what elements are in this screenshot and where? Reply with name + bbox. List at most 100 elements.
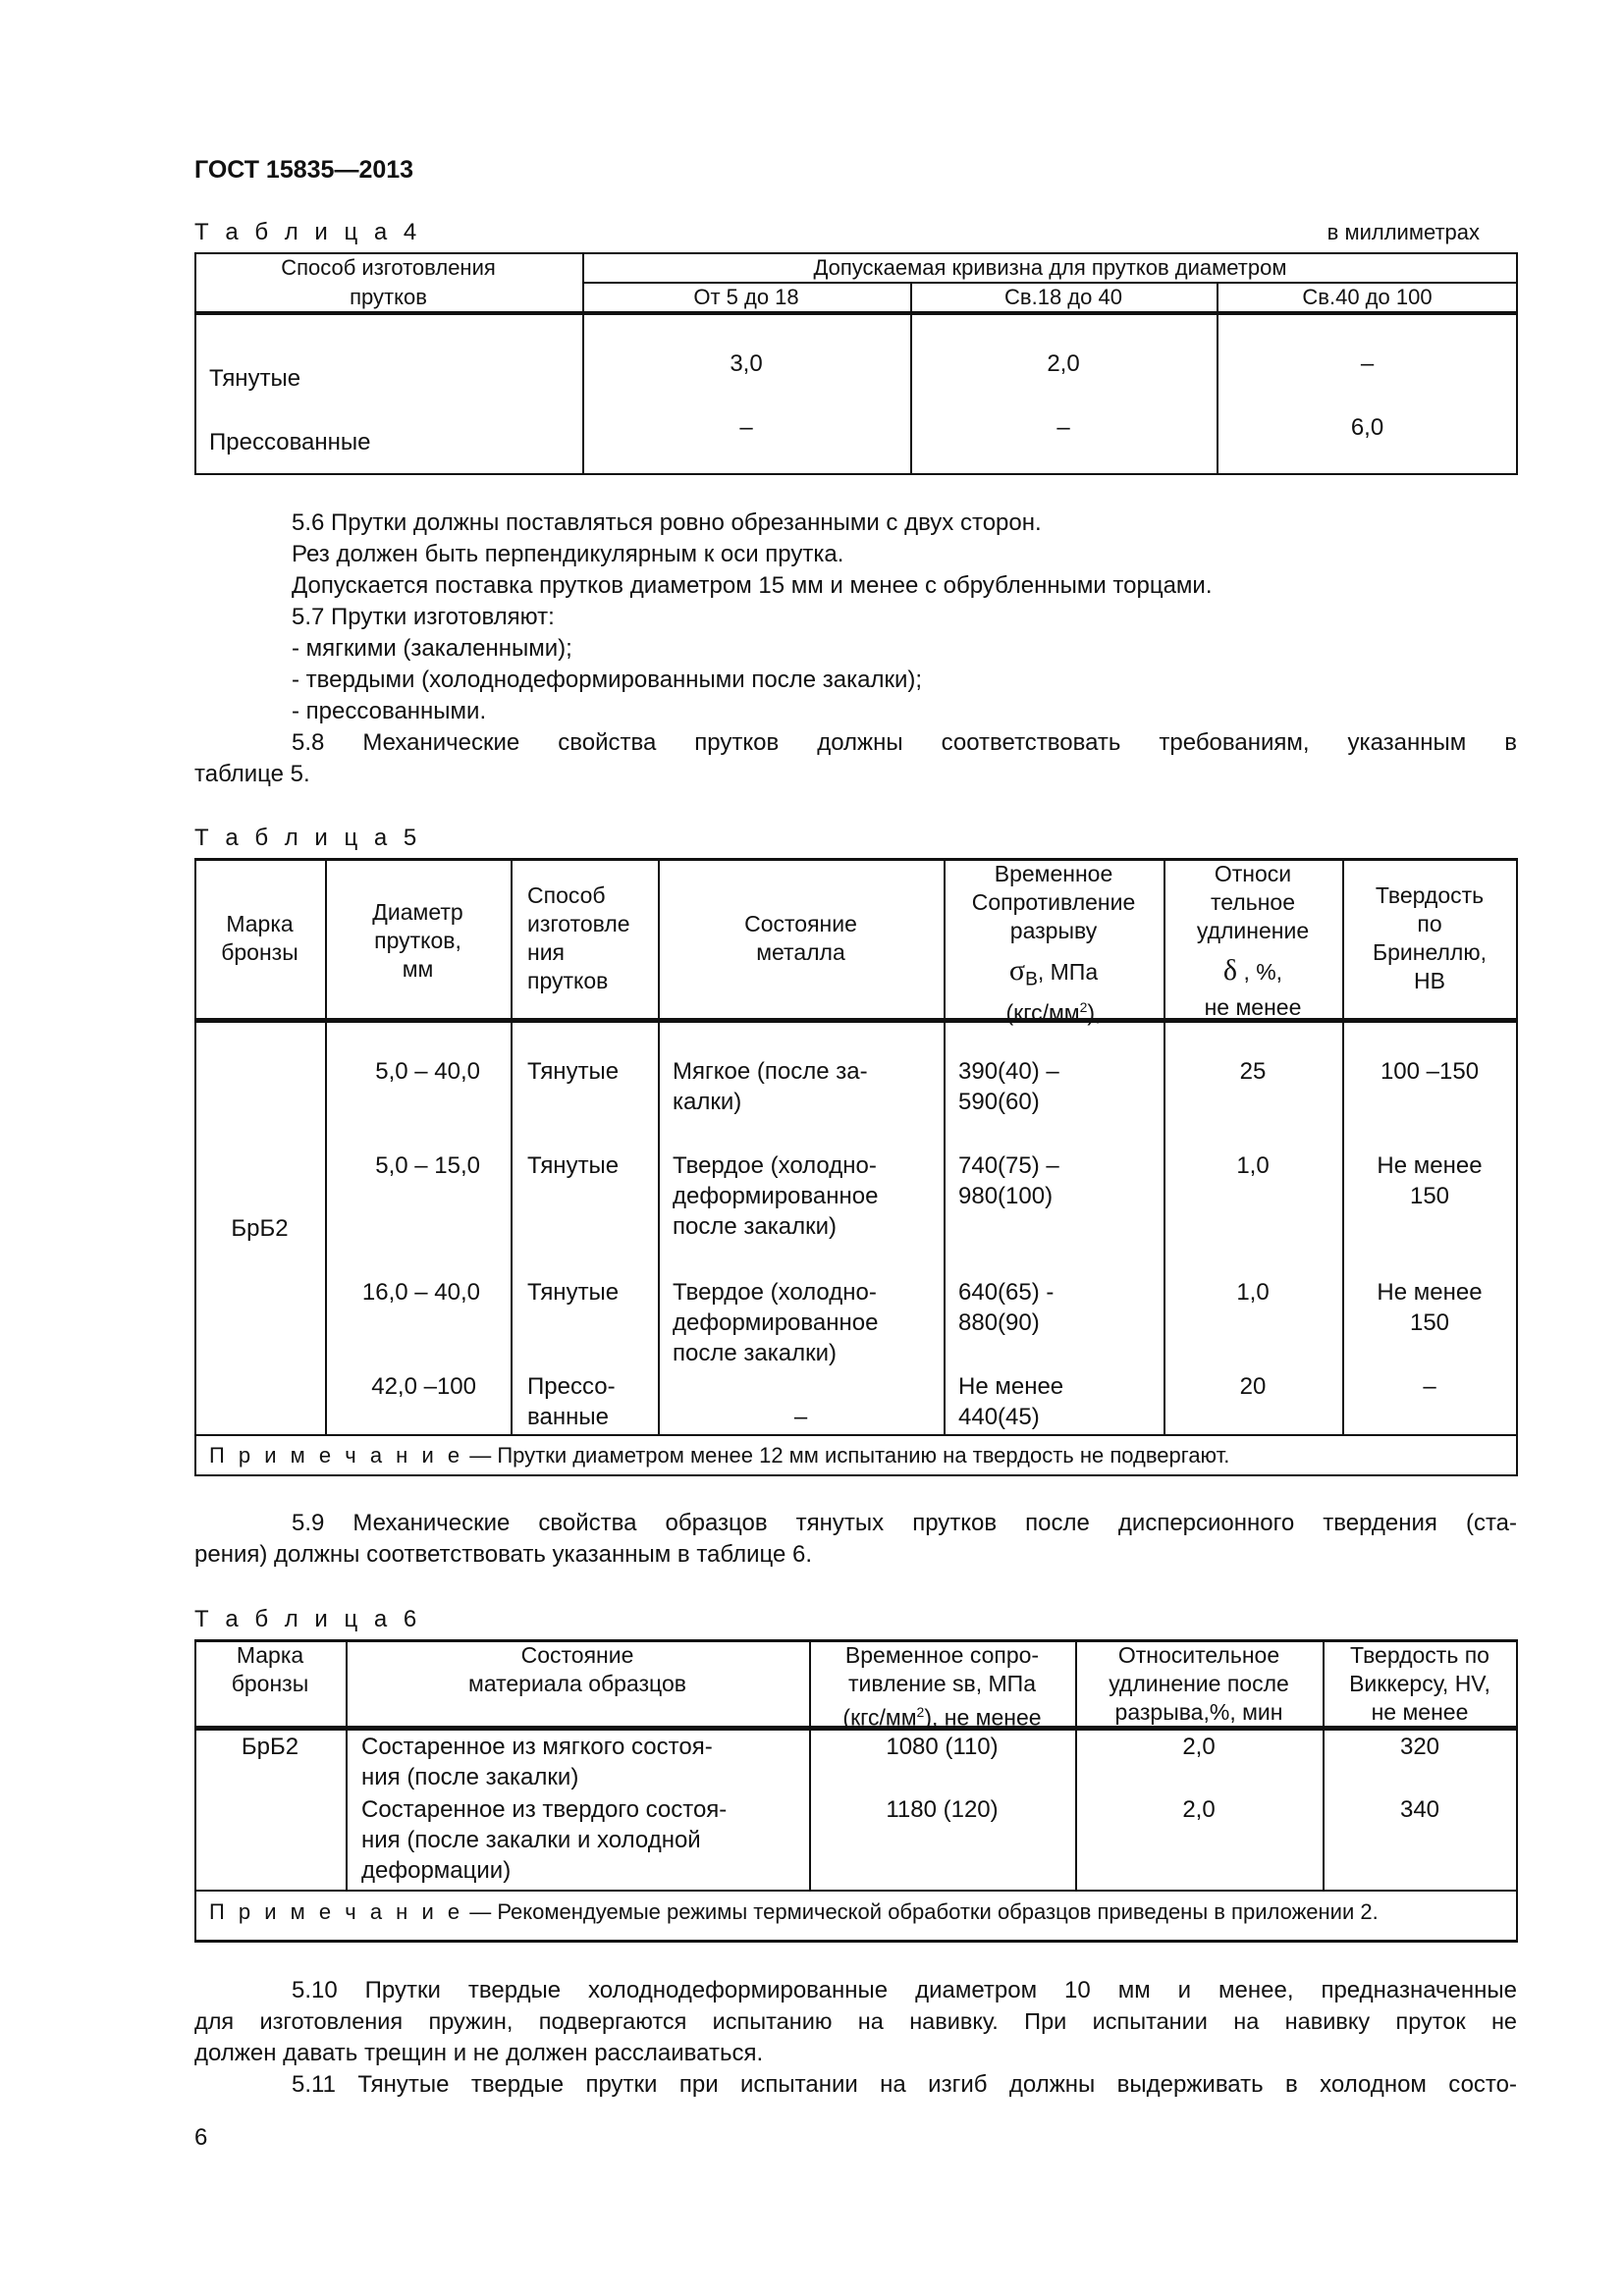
unit: ),: [1087, 999, 1102, 1026]
table6-hardness: 340: [1399, 1796, 1440, 1823]
sigma-symbol: σ: [1008, 954, 1026, 987]
table5-elongation: 25: [1239, 1058, 1267, 1085]
paragraph-line: 5.8 Механические свойства прутков должны…: [292, 729, 1517, 756]
table6-header: Марка бронзы: [231, 1642, 309, 1696]
table5-header-strength-unit: σВ, МПа: [944, 955, 1164, 995]
table4-cell: 6,0: [1350, 414, 1384, 441]
table6-header-kgf: (кгс/мм2), не менее: [809, 1698, 1075, 1733]
table5-header: Временное Сопротивление разрыву: [971, 861, 1136, 943]
table5-grade: БрБ2: [231, 1215, 289, 1242]
table4-row-method: Тянутые: [209, 365, 301, 392]
table5-hardness: Не менее 150: [1377, 1152, 1483, 1209]
page-number: 6: [194, 2124, 208, 2151]
table5-method: Тянутые: [527, 1058, 620, 1085]
table4-cell: –: [1360, 350, 1375, 377]
table5-strength: 740(75) – 980(100): [958, 1152, 1059, 1209]
table6-state: Состаренное из мягкого состоя- ния (посл…: [361, 1734, 713, 1790]
table5-header-elongation-unit: δ , %,: [1164, 955, 1342, 988]
table6-header: Относительное удлинение после разрыва,%,…: [1109, 1642, 1289, 1725]
table4-subheader: Св.18 до 40: [1004, 285, 1122, 309]
table5-strength: 390(40) – 590(60): [958, 1058, 1059, 1115]
table6-header: Твердость по Виккерсу, HV, не менее: [1349, 1642, 1490, 1725]
table5-method: Тянутые: [527, 1152, 620, 1179]
table4-subheader: От 5 до 18: [693, 285, 799, 309]
table5-diameter: 5,0 – 15,0: [375, 1152, 480, 1179]
table4-header-method: Способ изготовления прутков: [281, 255, 496, 309]
table6-grade: БрБ2: [241, 1734, 299, 1760]
paragraph-line: рения) должны соответствовать указанным …: [194, 1541, 812, 1568]
table5-strength: Не менее 440(45): [958, 1373, 1064, 1430]
paragraph-line: - твердыми (холоднодеформированными посл…: [292, 667, 923, 693]
note-label: П р и м е ч а н и е: [209, 1899, 464, 1924]
table5-header: Состояние металла: [744, 911, 857, 965]
table5-diameter: 42,0 –100: [371, 1373, 476, 1400]
table6-strength: 1080 (110): [886, 1734, 999, 1760]
table6-elongation: 2,0: [1182, 1796, 1216, 1823]
table4-units: в миллиметрах: [1326, 220, 1480, 244]
table4-cell: 2,0: [1047, 350, 1080, 377]
paragraph-line: должен давать трещин и не должен расслаи…: [194, 2040, 764, 2066]
note-text: — Рекомендуемые режимы термической обраб…: [463, 1899, 1379, 1924]
document-header: ГОСТ 15835—2013: [194, 156, 414, 184]
paragraph-line: таблице 5.: [194, 761, 310, 787]
table5-strength: 640(65) - 880(90): [958, 1279, 1055, 1336]
table4-row-method: Прессованные: [209, 429, 371, 455]
subscript: В: [1025, 969, 1038, 990]
paragraph-line: 5.7 Прутки изготовляют:: [292, 604, 555, 630]
table6-note: П р и м е ч а н и е — Рекомендуемые режи…: [209, 1896, 1379, 1927]
table5-header: Способ изготовле ния прутков: [527, 882, 630, 993]
superscript: 2: [1079, 999, 1088, 1015]
table4-header-group: Допускаемая кривизна для прутков диаметр…: [813, 255, 1287, 280]
note-label: П р и м е ч а н и е: [209, 1443, 464, 1468]
table5-header: Относи тельное удлинение: [1196, 861, 1310, 943]
table5-header: Марка бронзы: [221, 911, 298, 965]
paragraph-line: 5.6 Прутки должны поставляться ровно обр…: [292, 509, 1042, 536]
paragraph-line: 5.11 Тянутые твердые прутки при испытани…: [292, 2071, 1517, 2098]
unit: (кгс/мм: [1005, 999, 1080, 1026]
table5-header-strength-kgf: (кгс/мм2),: [944, 992, 1164, 1029]
table4-cell: 3,0: [730, 350, 763, 377]
note-text: — Прутки диаметром менее 12 мм испытанию…: [463, 1443, 1230, 1468]
paragraph-line: - прессованными.: [292, 698, 487, 724]
paragraph-line: Допускается поставка прутков диаметром 1…: [292, 572, 1213, 599]
delta-symbol: δ: [1222, 954, 1238, 987]
table5-state: Мягкое (после за- калки): [673, 1058, 868, 1115]
table6-header: Временное сопро- тивление sв, МПа: [844, 1642, 1040, 1696]
unit: , %,: [1237, 959, 1283, 985]
unit: ), не менее: [924, 1704, 1042, 1731]
paragraph-line: - мягкими (закаленными);: [292, 635, 572, 662]
table6-elongation: 2,0: [1182, 1734, 1216, 1760]
unit: (кгс/мм: [842, 1704, 917, 1731]
unit: , МПа: [1037, 959, 1099, 985]
table4-cell: –: [739, 414, 753, 441]
table5-method: Тянутые: [527, 1279, 620, 1306]
paragraph-line: 5.9 Механические свойства образцов тянут…: [292, 1510, 1517, 1536]
table4-caption: Т а б л и ц а 4: [194, 219, 422, 245]
table5-note: П р и м е ч а н и е — Прутки диаметром м…: [209, 1440, 1229, 1470]
paragraph-line: 5.10 Прутки твердые холоднодеформированн…: [292, 1977, 1517, 2003]
table6-state: Состаренное из твердого состоя- ния (пос…: [361, 1796, 728, 1884]
table6-caption: Т а б л и ц а 6: [194, 1606, 422, 1632]
table5-hardness: 100 –150: [1380, 1058, 1480, 1085]
table5-diameter: 5,0 – 40,0: [375, 1058, 480, 1085]
table5-diameter: 16,0 – 40,0: [361, 1279, 480, 1306]
table5-elongation: 20: [1239, 1373, 1267, 1400]
table5-hardness: –: [1423, 1373, 1436, 1400]
table5-state: Твердое (холодно- деформированное после …: [673, 1279, 879, 1366]
table5-method: Прессо- ванные: [527, 1373, 616, 1430]
table6-header: Состояние материала образцов: [468, 1642, 686, 1696]
table5-header: Твердость по Бринеллю, НВ: [1373, 882, 1487, 993]
table5-state: Твердое (холодно- деформированное после …: [673, 1152, 879, 1240]
table5-hardness: Не менее 150: [1377, 1279, 1483, 1336]
table5-caption: Т а б л и ц а 5: [194, 825, 422, 851]
table4-subheader: Св.40 до 100: [1302, 285, 1433, 309]
superscript: 2: [916, 1704, 925, 1720]
paragraph-line: Рез должен быть перпендикулярным к оси п…: [292, 541, 844, 567]
table5-state: –: [793, 1404, 808, 1430]
table5-header-min: не менее: [1204, 994, 1302, 1020]
table6-strength: 1180 (120): [886, 1796, 999, 1823]
table5-elongation: 1,0: [1236, 1152, 1270, 1179]
table5-header: Диаметр прутков, мм: [372, 899, 463, 982]
table4-cell: –: [1056, 414, 1070, 441]
paragraph-line: для изготовления пружин, подвергаются ис…: [194, 2008, 1517, 2034]
